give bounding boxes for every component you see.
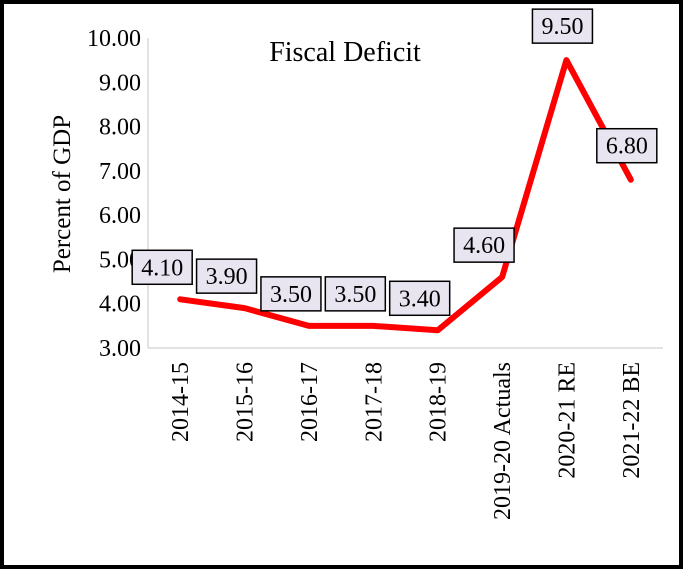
x-tick-label: 2019-20 Actuals	[490, 362, 516, 520]
x-tick-label: 2016-17	[297, 362, 323, 442]
y-tick-label: 3.00	[99, 336, 141, 362]
x-tick-label: 2018-19	[426, 362, 452, 442]
data-label: 3.50	[324, 276, 387, 312]
data-label: 9.50	[531, 8, 594, 44]
data-label-box	[324, 276, 387, 312]
data-label-box	[260, 276, 322, 312]
y-tick-label: 10.00	[87, 26, 141, 52]
data-label-box	[531, 8, 594, 44]
data-label-text: 3.50	[334, 282, 376, 308]
series-line	[177, 57, 634, 334]
data-label: 3.90	[195, 258, 258, 294]
data-label-box	[388, 280, 451, 317]
y-axis-label: Percent of GDP	[49, 115, 76, 273]
data-label: 3.40	[388, 280, 451, 317]
x-tick-label: 2017-18	[361, 362, 387, 442]
y-tick-label: 9.00	[99, 70, 141, 96]
data-label: 6.80	[596, 127, 658, 164]
data-label-box	[453, 227, 515, 263]
data-label: 4.60	[453, 227, 515, 263]
series-group	[177, 57, 634, 334]
data-label-text: 3.90	[206, 264, 248, 290]
x-tick-label: 2015-16	[233, 362, 259, 442]
data-label-box	[195, 258, 258, 294]
y-tick-label: 7.00	[99, 159, 141, 185]
x-tick-label: 2021-22 BE	[619, 362, 645, 479]
data-label-text: 6.80	[606, 134, 648, 160]
data-label-text: 4.10	[141, 255, 183, 281]
y-tick-label: 8.00	[99, 115, 141, 141]
data-label-text: 9.50	[541, 14, 583, 40]
data-label-text: 4.60	[463, 233, 505, 259]
data-label-group: 4.10 3.90 3.50 3.50 3.40 4.60 9.50 6.80	[131, 8, 658, 317]
chart-title: Fiscal Deficit	[269, 37, 421, 68]
data-label-text: 3.40	[399, 286, 441, 312]
data-label: 4.10	[131, 249, 193, 286]
x-tick-labels: 2014-15 2015-16 2016-17 2017-18 2018-19 2019-…	[168, 362, 645, 520]
data-label-box	[596, 127, 658, 164]
y-tick-label: 4.00	[99, 292, 141, 318]
data-label-text: 3.50	[270, 282, 312, 308]
x-tick-label: 2020-21 RE	[554, 362, 580, 479]
data-label-box	[131, 249, 193, 286]
x-tick-label: 2014-15	[168, 362, 194, 442]
data-label: 3.50	[260, 276, 322, 312]
y-tick-label: 6.00	[99, 203, 141, 229]
